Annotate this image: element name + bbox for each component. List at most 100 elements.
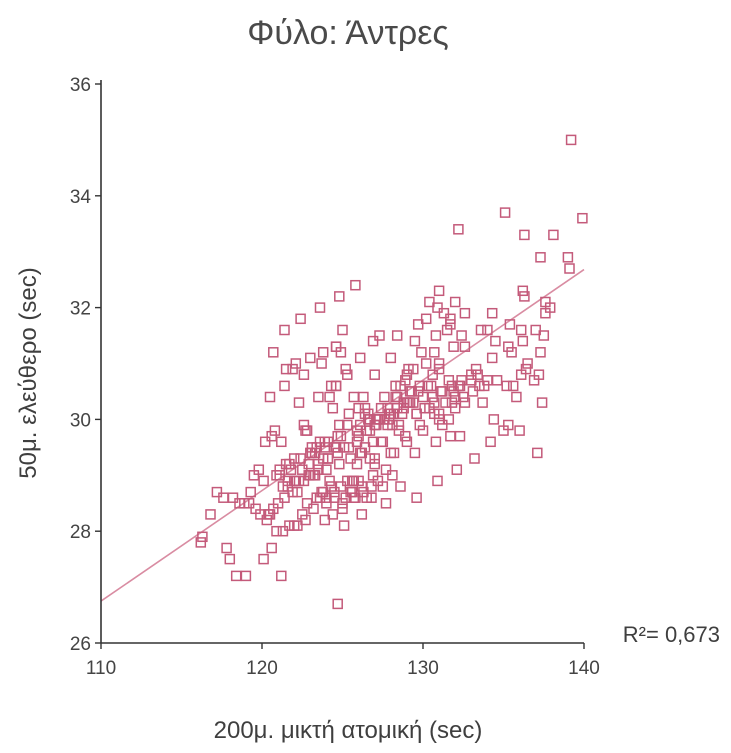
data-point — [565, 134, 577, 146]
data-point — [342, 369, 353, 380]
data-point — [390, 391, 401, 403]
r-squared-annotation: R²= 0,673 — [623, 622, 720, 647]
data-point — [535, 347, 546, 358]
data-point — [514, 425, 525, 436]
data-point — [313, 391, 324, 403]
data-point — [205, 509, 216, 520]
data-point — [424, 296, 435, 308]
data-point — [536, 397, 548, 408]
data-point — [279, 492, 290, 503]
data-point — [432, 302, 443, 313]
data-point — [409, 335, 421, 347]
data-point — [427, 369, 438, 380]
data-point — [313, 464, 324, 475]
data-point — [285, 464, 297, 475]
data-point — [562, 252, 574, 263]
axes-layer: 26 28 30 32 34 36 110 120 130 140 — [70, 75, 600, 679]
data-point — [300, 425, 311, 436]
data-point — [340, 492, 351, 503]
data-point — [408, 397, 419, 408]
data-point — [451, 464, 463, 475]
data-point — [441, 324, 453, 336]
data-point — [406, 386, 417, 397]
data-point — [301, 498, 313, 509]
data-point — [548, 229, 559, 241]
data-point — [356, 447, 368, 459]
data-point — [367, 335, 379, 347]
data-point — [391, 330, 403, 341]
data-point — [334, 419, 345, 431]
data-point — [297, 509, 308, 520]
data-point — [240, 570, 252, 582]
data-point — [393, 419, 405, 431]
data-point — [411, 408, 422, 420]
data-point — [346, 486, 358, 498]
x-tick-label: 120 — [246, 658, 278, 679]
data-point — [577, 212, 588, 224]
data-point — [369, 458, 380, 470]
data-point — [269, 425, 281, 436]
data-point — [538, 330, 550, 341]
y-tick-label: 30 — [70, 410, 91, 431]
data-point — [430, 330, 442, 341]
data-point — [330, 442, 342, 453]
data-point — [482, 375, 493, 386]
data-point — [533, 369, 545, 380]
data-point — [345, 453, 356, 464]
data-point — [309, 447, 321, 459]
data-point — [271, 470, 282, 481]
data-point — [411, 492, 422, 503]
data-point — [321, 464, 332, 475]
data-point — [388, 408, 400, 420]
data-point — [366, 492, 377, 503]
data-point — [230, 570, 242, 582]
data-point — [486, 307, 498, 319]
data-point — [433, 414, 445, 425]
data-point — [400, 430, 411, 442]
data-point — [458, 391, 469, 403]
data-point — [353, 402, 364, 414]
y-tick-label: 36 — [70, 75, 91, 96]
data-point — [459, 397, 471, 408]
data-point — [366, 481, 377, 492]
data-point — [486, 352, 498, 364]
data-point — [280, 363, 292, 375]
data-point — [329, 486, 340, 498]
data-point — [385, 352, 397, 364]
data-point — [340, 363, 351, 375]
data-point — [432, 475, 443, 487]
data-point — [276, 570, 287, 582]
data-point — [433, 363, 445, 375]
data-point — [472, 369, 483, 380]
data-point — [234, 498, 245, 509]
y-tick-label: 28 — [70, 522, 91, 543]
data-point — [501, 380, 512, 392]
data-point — [420, 358, 432, 369]
data-point — [356, 509, 368, 520]
data-point — [319, 436, 331, 448]
data-point — [321, 492, 332, 503]
data-point — [474, 380, 485, 392]
x-tick-label: 130 — [407, 658, 439, 679]
data-point — [300, 514, 311, 526]
y-tick-label: 32 — [70, 299, 91, 320]
data-point — [446, 380, 458, 392]
data-point — [266, 430, 277, 442]
data-point — [466, 369, 477, 380]
data-point — [274, 464, 285, 475]
data-point — [535, 252, 546, 263]
data-point — [396, 408, 408, 420]
data-point — [416, 347, 427, 358]
data-point — [295, 453, 306, 464]
data-point — [379, 391, 390, 403]
data-point — [259, 436, 271, 448]
data-point — [454, 430, 466, 442]
data-point — [398, 402, 409, 414]
data-point — [380, 464, 392, 475]
data-point — [443, 375, 455, 386]
x-tick-label: 140 — [568, 658, 600, 679]
data-point — [448, 341, 459, 352]
data-point — [342, 419, 353, 431]
data-point — [425, 380, 437, 392]
data-point — [322, 453, 334, 464]
